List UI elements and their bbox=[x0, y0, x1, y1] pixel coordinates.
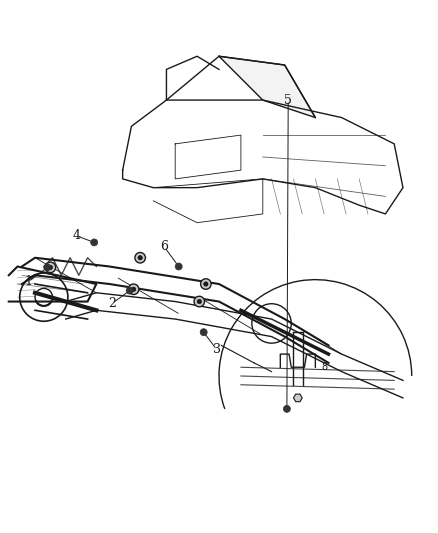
Polygon shape bbox=[219, 56, 315, 118]
Circle shape bbox=[138, 255, 142, 260]
Text: 4: 4 bbox=[73, 229, 81, 243]
Circle shape bbox=[44, 264, 51, 271]
Circle shape bbox=[135, 253, 145, 263]
Circle shape bbox=[197, 300, 201, 304]
Text: 8: 8 bbox=[321, 362, 327, 372]
Text: 6: 6 bbox=[160, 240, 168, 253]
Circle shape bbox=[200, 329, 207, 336]
Polygon shape bbox=[293, 394, 302, 402]
Text: 2: 2 bbox=[108, 297, 116, 310]
Circle shape bbox=[204, 282, 208, 286]
Circle shape bbox=[91, 239, 98, 246]
Circle shape bbox=[131, 287, 136, 292]
Text: 3: 3 bbox=[213, 343, 221, 356]
Circle shape bbox=[48, 265, 53, 270]
Circle shape bbox=[126, 287, 133, 294]
Circle shape bbox=[283, 405, 290, 413]
Circle shape bbox=[45, 262, 56, 273]
Circle shape bbox=[194, 296, 205, 307]
Circle shape bbox=[128, 284, 139, 295]
Text: 5: 5 bbox=[284, 94, 292, 107]
Circle shape bbox=[201, 279, 211, 289]
Text: 1: 1 bbox=[25, 276, 32, 288]
Circle shape bbox=[175, 263, 182, 270]
